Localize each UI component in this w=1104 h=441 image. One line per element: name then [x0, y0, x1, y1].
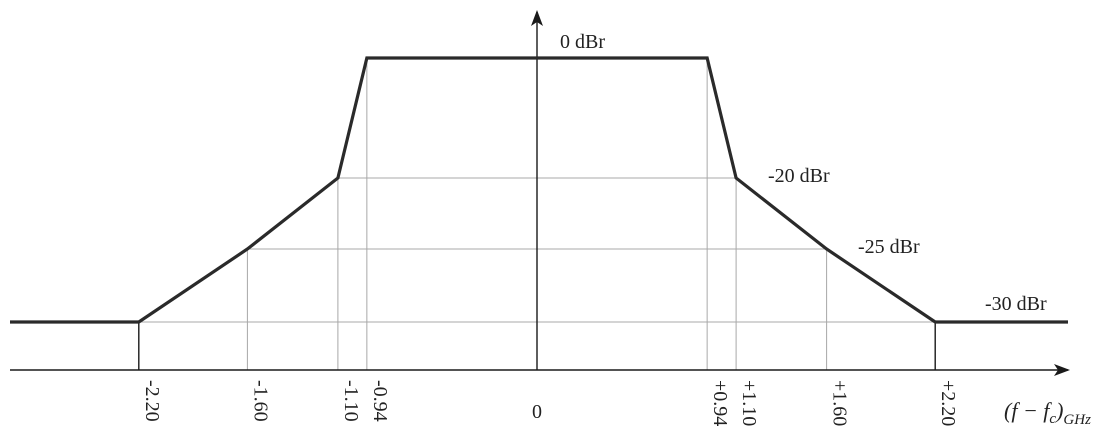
tick-label: +1.10 — [738, 380, 760, 426]
mask-curve — [10, 56, 1068, 324]
tick-label: +2.20 — [937, 380, 959, 426]
level-label: 0 dBr — [560, 31, 605, 53]
tick-label: -2.20 — [141, 380, 163, 422]
mask-polyline — [10, 56, 1068, 324]
level-label: -30 dBr — [985, 293, 1047, 315]
axes — [10, 10, 1070, 376]
x-axis-label-main: (f − f — [1004, 398, 1052, 423]
x-axis-label-sub-c: c — [1049, 411, 1056, 427]
x-axis-label-close: ) — [1054, 398, 1063, 423]
x-axis-label-unit: GHz — [1063, 412, 1091, 428]
tick-labels: -2.20 -1.60 -1.10 -0.94 0 +0.94 +1.10 +1.60 +2.2… — [141, 380, 959, 426]
level-label: -20 dBr — [768, 165, 830, 187]
level-labels: 0 dBr -20 dBr -25 dBr -30 dBr — [560, 31, 1047, 315]
tick-label: 0 — [532, 401, 542, 423]
x-axis-label: (f − fc)GHz — [1004, 398, 1091, 428]
tick-label: +1.60 — [829, 380, 851, 426]
tick-label: -1.10 — [340, 380, 362, 422]
level-label: -25 dBr — [858, 236, 920, 258]
tick-label: -1.60 — [249, 380, 271, 422]
tick-label: +0.94 — [709, 380, 731, 426]
tick-label: -0.94 — [369, 380, 391, 422]
